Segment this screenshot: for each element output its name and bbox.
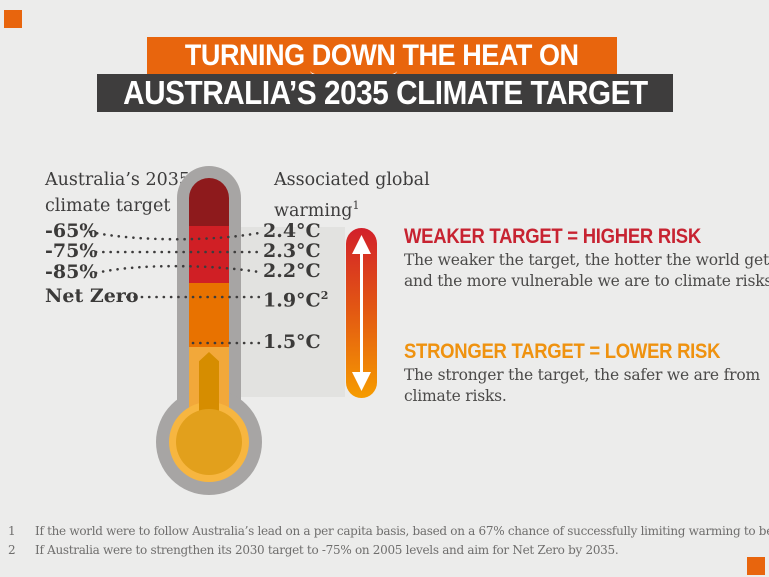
target-label-netzero: Net Zero [45,285,139,307]
weaker-risk-body-line2: and the more vulnerable we are to climat… [404,271,769,290]
temp-label-15: 1.5°C [263,331,321,353]
tube-segment-dark-orange [189,283,229,347]
temp-label-22: 2.2°C [263,260,321,282]
stronger-risk-body: The stronger the target, the safer we ar… [404,365,760,406]
temp-label-19-value: 1.9°C [263,289,321,312]
target-label-85: -85% [45,261,98,283]
temp-label-24: 2.4°C [263,220,321,242]
title-line1: TURNING DOWN THE HEAT ON [185,38,580,81]
title-bar-line1: TURNING DOWN THE HEAT ON [147,37,617,81]
footnote-2-text: If Australia were to strengthen its 2030… [35,543,619,557]
right-axis-footnote-marker: 1 [352,199,360,212]
left-axis-title: Australia’s 2035 climate target [45,167,190,219]
temp-label-23: 2.3°C [263,240,321,262]
footnote-1-text: If the world were to follow Australia’s … [35,524,769,538]
stronger-risk-body-line2: climate risks. [404,386,507,405]
footnote-1-number: 1 [8,524,16,538]
title-bar-line2: AUSTRALIA’S 2035 CLIMATE TARGET [97,74,673,112]
stronger-risk-title: STRONGER TARGET = LOWER RISK [404,340,721,363]
left-axis-title-line2: climate target [45,196,171,216]
corner-mark-top-left [4,10,22,28]
double-headed-arrow-icon [352,235,371,391]
temp-label-19: 1.9°C2 [263,286,328,310]
temp-label-19-footnote-marker: 2 [320,289,329,302]
title-line1-pre: TURNING [185,38,313,72]
footnote-2-number: 2 [8,543,16,557]
footnotes: 1 If the world were to follow Australia’… [8,522,769,560]
title-line2: AUSTRALIA’S 2035 CLIMATE TARGET [122,74,648,111]
thermometer-bulb-center [176,409,242,475]
title-line1-post: THE HEAT ON [395,38,580,72]
right-axis-title: Associated global warming1 [274,167,430,224]
tube-segment-maroon [189,178,229,226]
footnote-2: 2 If Australia were to strengthen its 20… [8,541,769,560]
tube-segment-red [189,226,229,283]
weaker-risk-body-line1: The weaker the target, the hotter the wo… [404,251,769,269]
target-label-75: -75% [45,240,98,262]
dotted-leader-65 [88,230,261,241]
weaker-risk-title: WEAKER TARGET = HIGHER RISK [404,225,701,248]
footnote-1: 1 If the world were to follow Australia’… [8,522,769,541]
stronger-risk-body-line1: The stronger the target, the safer we ar… [404,366,760,384]
corner-mark-bottom-right [747,557,765,575]
left-axis-title-line1: Australia’s 2035 [45,170,190,190]
weaker-risk-body: The weaker the target, the hotter the wo… [404,250,769,291]
dotted-leader-85 [94,264,261,275]
target-label-65: -65% [45,220,98,242]
risk-range-arrow-bar [346,228,377,398]
right-axis-title-line2: warming1 [274,193,430,224]
temperature-panel [241,227,345,397]
thermometer-mercury-column [199,352,219,414]
right-axis-title-line1: Associated global [274,170,430,190]
right-axis-title-line2-text: warming [274,200,353,221]
